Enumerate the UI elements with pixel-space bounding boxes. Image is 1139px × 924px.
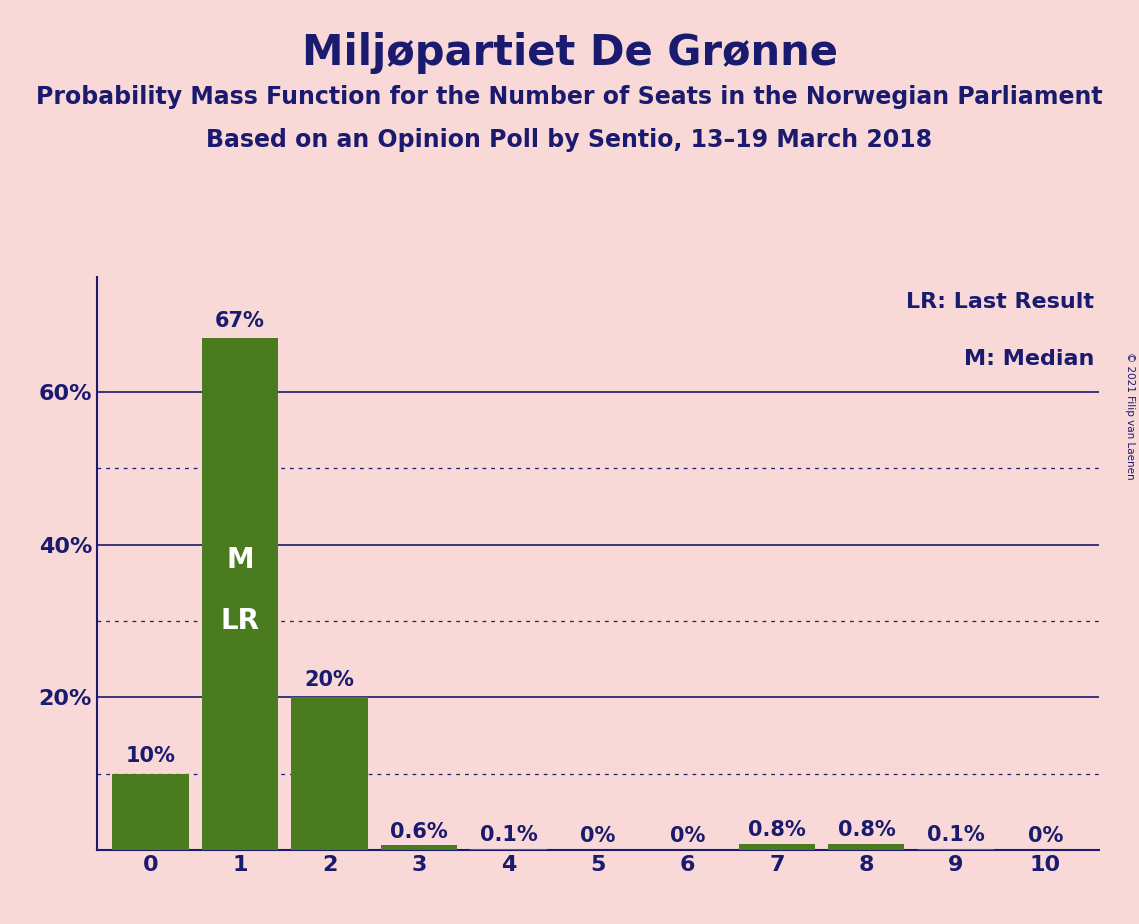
Bar	[380, 845, 457, 850]
Text: 67%: 67%	[215, 310, 265, 331]
Text: M: M	[227, 546, 254, 574]
Text: 0.8%: 0.8%	[837, 821, 895, 840]
Text: 0%: 0%	[580, 826, 616, 846]
Bar	[202, 338, 278, 850]
Text: 10%: 10%	[125, 746, 175, 766]
Bar	[828, 844, 904, 850]
Text: Based on an Opinion Poll by Sentio, 13–19 March 2018: Based on an Opinion Poll by Sentio, 13–1…	[206, 128, 933, 152]
Text: 0%: 0%	[1027, 826, 1063, 846]
Text: 0.8%: 0.8%	[748, 821, 805, 840]
Bar	[739, 844, 816, 850]
Text: Probability Mass Function for the Number of Seats in the Norwegian Parliament: Probability Mass Function for the Number…	[36, 85, 1103, 109]
Text: 20%: 20%	[304, 670, 354, 689]
Bar	[292, 698, 368, 850]
Text: 0.6%: 0.6%	[391, 821, 448, 842]
Text: © 2021 Filip van Laenen: © 2021 Filip van Laenen	[1125, 352, 1134, 480]
Text: 0%: 0%	[670, 826, 705, 846]
Text: LR: LR	[221, 607, 260, 635]
Text: 0.1%: 0.1%	[480, 825, 538, 845]
Text: 0.1%: 0.1%	[927, 825, 985, 845]
Text: Miljøpartiet De Grønne: Miljøpartiet De Grønne	[302, 32, 837, 74]
Text: M: Median: M: Median	[964, 349, 1095, 369]
Bar	[113, 773, 189, 850]
Text: LR: Last Result: LR: Last Result	[907, 292, 1095, 311]
